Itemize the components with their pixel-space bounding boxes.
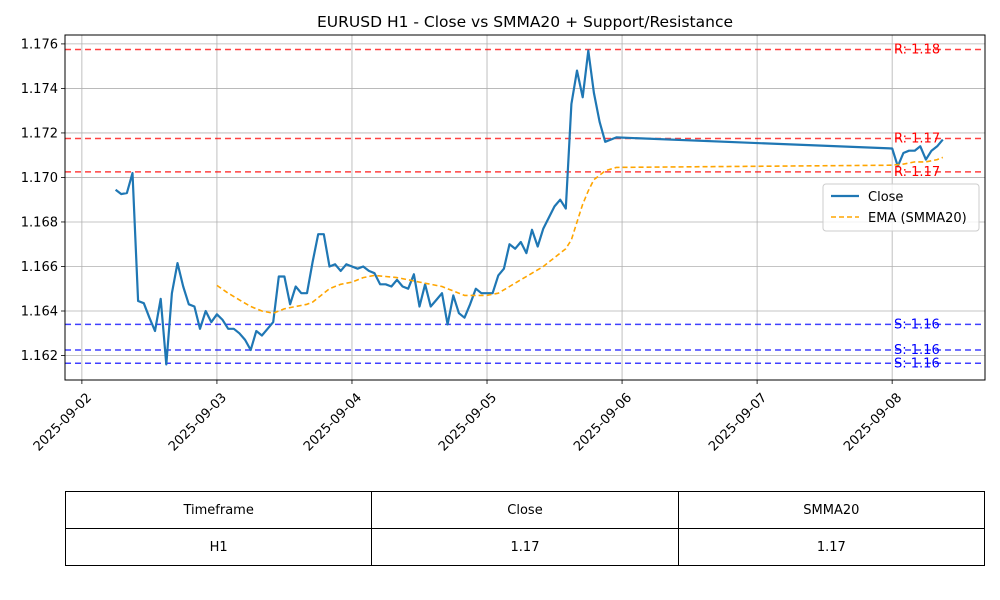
table-row: H1 1.17 1.17 bbox=[64, 528, 986, 566]
support-label: S: 1.16 bbox=[894, 343, 940, 358]
legend: Close EMA (SMMA20) bbox=[822, 183, 980, 232]
x-tick-label: 2025-09-02 bbox=[31, 390, 95, 454]
y-tick-label: 1.168 bbox=[21, 215, 58, 230]
x-tick-label: 2025-09-03 bbox=[166, 390, 230, 454]
x-tick-label: 2025-09-04 bbox=[301, 390, 365, 454]
y-tick-label: 1.176 bbox=[21, 37, 58, 52]
x-tick-label: 2025-09-07 bbox=[706, 390, 770, 454]
x-tick-label: 2025-09-08 bbox=[841, 390, 905, 454]
table-cell: H1 bbox=[64, 528, 373, 566]
resistance-label: R: 1.17 bbox=[894, 132, 940, 147]
y-tick-label: 1.164 bbox=[21, 305, 58, 320]
resistance-label: R: 1.18 bbox=[894, 42, 940, 57]
resistance-label: R: 1.17 bbox=[894, 165, 940, 180]
table-header-cell: SMMA20 bbox=[677, 491, 986, 529]
support-label: S: 1.16 bbox=[894, 317, 940, 332]
y-tick-label: 1.166 bbox=[21, 260, 58, 275]
y-tick-label: 1.162 bbox=[21, 349, 58, 364]
chart: EURUSD H1 - Close vs SMMA20 + Support/Re… bbox=[21, 13, 986, 454]
smma-series-line bbox=[216, 156, 944, 315]
plot-frame bbox=[64, 34, 986, 381]
legend-ema-label: EMA (SMMA20) bbox=[868, 211, 967, 226]
table-header-cell: Timeframe bbox=[64, 491, 373, 529]
summary-table: Timeframe Close SMMA20 H1 1.17 1.17 bbox=[64, 491, 986, 566]
table-header-row: Timeframe Close SMMA20 bbox=[64, 491, 986, 529]
x-tick-label: 2025-09-05 bbox=[436, 390, 500, 454]
y-tick-label: 1.174 bbox=[21, 82, 58, 97]
close-series-line bbox=[114, 49, 944, 366]
table-header-cell: Close bbox=[371, 491, 679, 529]
x-tick-label: 2025-09-06 bbox=[571, 390, 635, 454]
table-cell: 1.17 bbox=[677, 528, 986, 566]
table-cell: 1.17 bbox=[371, 528, 679, 566]
legend-close-label: Close bbox=[868, 190, 903, 205]
legend-box bbox=[822, 183, 980, 232]
y-tick-label: 1.172 bbox=[21, 126, 58, 141]
chart-title: EURUSD H1 - Close vs SMMA20 + Support/Re… bbox=[317, 13, 733, 31]
support-label: S: 1.16 bbox=[894, 356, 940, 371]
y-tick-label: 1.170 bbox=[21, 171, 58, 186]
